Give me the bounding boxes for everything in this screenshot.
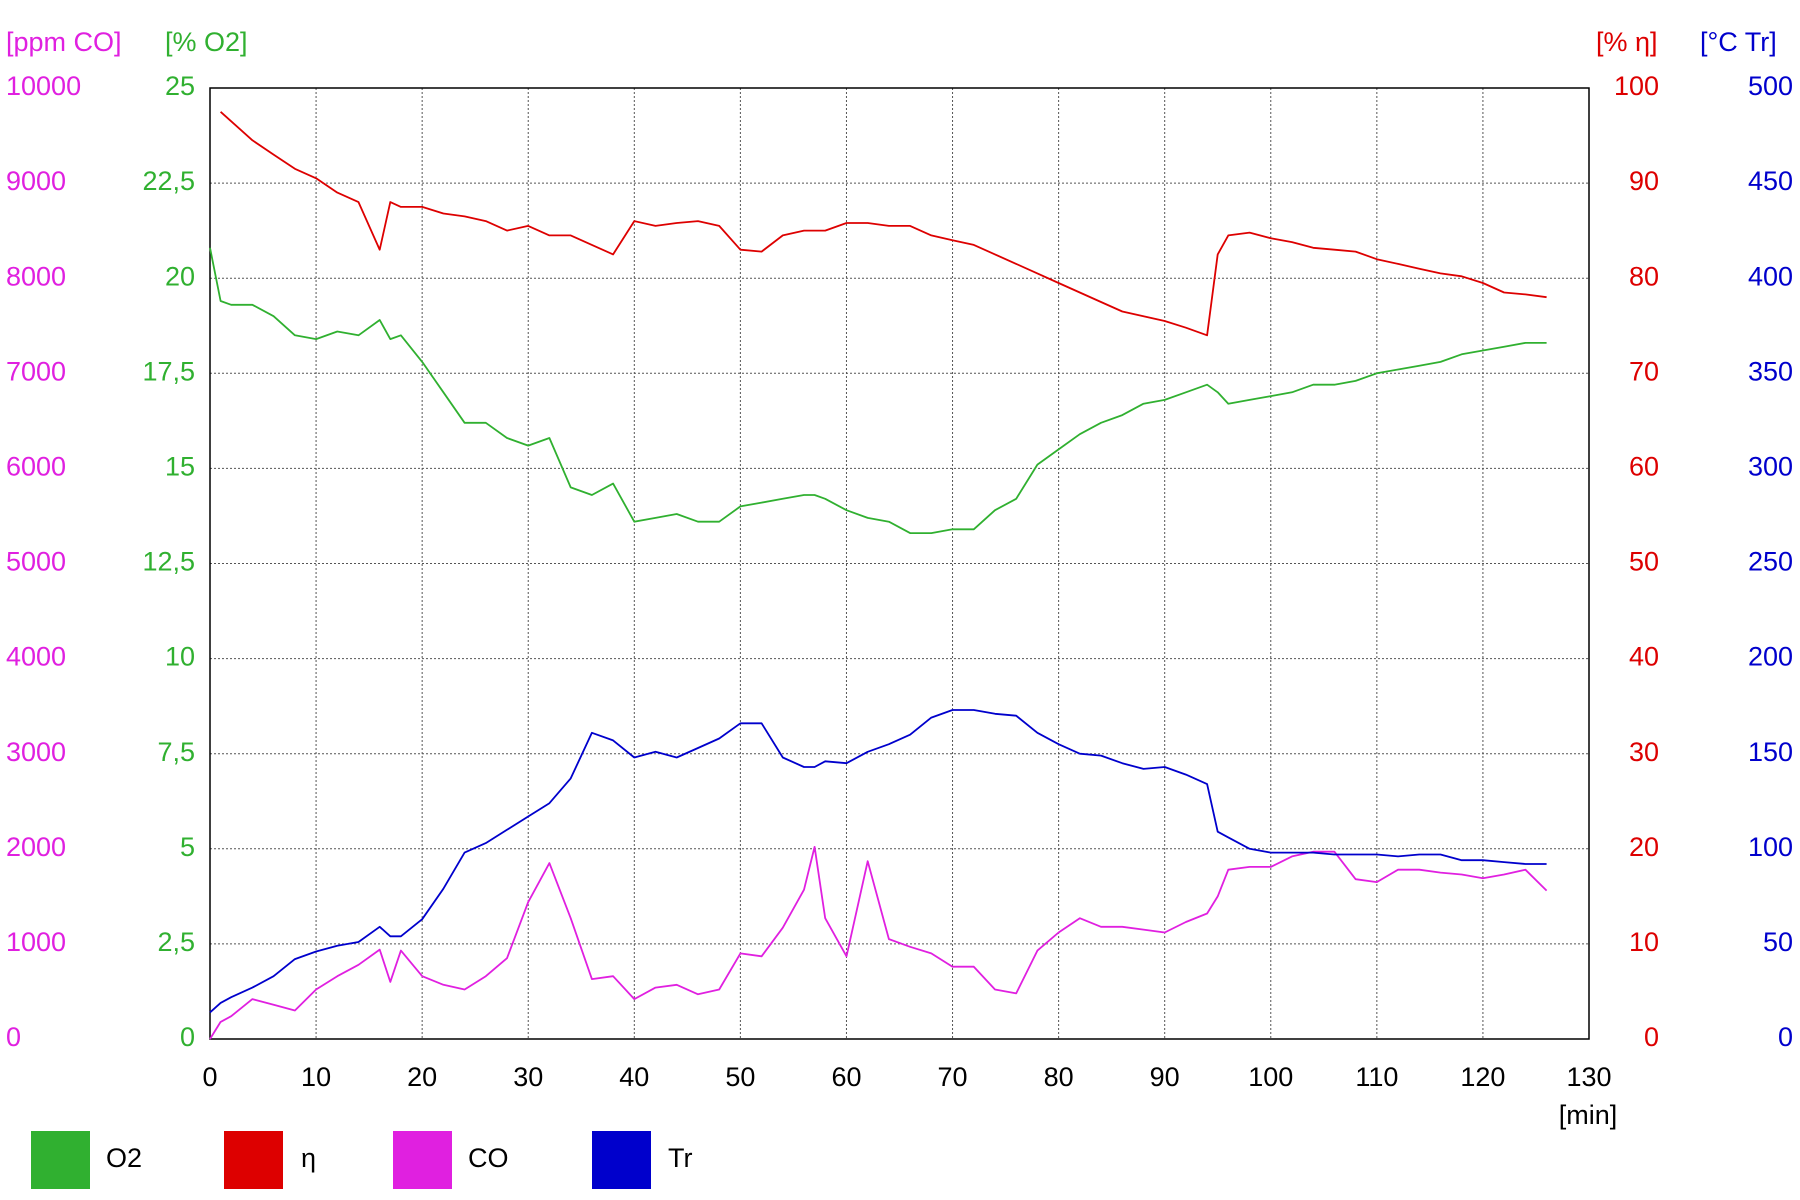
y-tick-label: 100 — [1614, 71, 1659, 101]
y-tick-label: 0 — [6, 1022, 21, 1052]
x-tick-label: 110 — [1355, 1062, 1398, 1092]
y-tick-label: 8000 — [6, 261, 66, 291]
y-tick-label: 150 — [1748, 737, 1793, 767]
y-tick-label: 3000 — [6, 737, 66, 767]
series-line — [209, 846, 1548, 1040]
y-tick-label: 500 — [1748, 71, 1793, 101]
y-tick-label: 350 — [1748, 356, 1793, 386]
y-tick-label: 6000 — [6, 452, 66, 482]
y-tick-label: 2,5 — [157, 927, 195, 957]
axis-title: [% η] — [1596, 27, 1658, 57]
y-tick-label: 200 — [1748, 642, 1793, 672]
x-tick-label: 30 — [513, 1062, 543, 1092]
y-tick-label: 25 — [165, 71, 195, 101]
x-tick-label: 10 — [301, 1062, 331, 1092]
x-tick-label: 20 — [407, 1062, 437, 1092]
x-tick-label: 60 — [831, 1062, 861, 1092]
y-tick-label: 0 — [180, 1022, 195, 1052]
y-tick-label: 7,5 — [157, 737, 195, 767]
x-tick-label: 50 — [725, 1062, 755, 1092]
y-tick-label: 10 — [1629, 927, 1659, 957]
x-axis-title: [min] — [1559, 1100, 1618, 1130]
y-tick-label: 100 — [1748, 832, 1793, 862]
legend-swatch — [31, 1131, 90, 1189]
legend-swatch — [393, 1131, 452, 1189]
y-tick-label: 4000 — [6, 642, 66, 672]
legend-label: η — [301, 1143, 316, 1173]
series-line — [209, 247, 1547, 534]
y-tick-label: 5000 — [6, 547, 66, 577]
x-tick-label: 0 — [202, 1062, 217, 1092]
y-tick-label: 17,5 — [142, 356, 195, 386]
y-tick-label: 0 — [1778, 1022, 1793, 1052]
y-tick-label: 0 — [1644, 1022, 1659, 1052]
x-tick-label: 130 — [1566, 1062, 1611, 1092]
y-tick-label: 50 — [1763, 927, 1793, 957]
y-tick-label: 20 — [1629, 832, 1659, 862]
x-tick-label: 90 — [1150, 1062, 1180, 1092]
legend-label: Tr — [668, 1143, 692, 1173]
y-tick-label: 10000 — [6, 71, 81, 101]
axis-title: [% O2] — [165, 27, 248, 57]
y-tick-label: 80 — [1629, 261, 1659, 291]
series-line — [209, 709, 1547, 1014]
y-tick-label: 7000 — [6, 356, 66, 386]
x-tick-label: 100 — [1248, 1062, 1293, 1092]
legend-swatch — [224, 1131, 283, 1189]
y-tick-label: 20 — [165, 261, 195, 291]
legend-label: CO — [468, 1143, 509, 1173]
series-line — [219, 111, 1547, 337]
y-tick-label: 9000 — [6, 166, 66, 196]
y-tick-label: 250 — [1748, 547, 1793, 577]
axis-title: [°C Tr] — [1700, 27, 1777, 57]
y-tick-label: 22,5 — [142, 166, 195, 196]
y-tick-label: 40 — [1629, 642, 1659, 672]
y-tick-label: 10 — [165, 642, 195, 672]
x-tick-label: 70 — [938, 1062, 968, 1092]
y-tick-label: 60 — [1629, 452, 1659, 482]
legend-label: O2 — [106, 1143, 142, 1173]
y-tick-label: 50 — [1629, 547, 1659, 577]
y-tick-label: 90 — [1629, 166, 1659, 196]
y-tick-label: 2000 — [6, 832, 66, 862]
y-tick-label: 15 — [165, 452, 195, 482]
legend-swatch — [592, 1131, 651, 1189]
plot-border — [209, 87, 1590, 1040]
x-tick-label: 40 — [619, 1062, 649, 1092]
y-tick-label: 12,5 — [142, 547, 195, 577]
y-tick-label: 300 — [1748, 452, 1793, 482]
y-tick-label: 70 — [1629, 356, 1659, 386]
x-tick-label: 80 — [1044, 1062, 1074, 1092]
y-tick-label: 400 — [1748, 261, 1793, 291]
y-tick-label: 450 — [1748, 166, 1793, 196]
axis-title: [ppm CO] — [6, 27, 122, 57]
y-tick-label: 30 — [1629, 737, 1659, 767]
x-tick-label: 120 — [1460, 1062, 1505, 1092]
y-tick-label: 1000 — [6, 927, 66, 957]
y-tick-label: 5 — [180, 832, 195, 862]
